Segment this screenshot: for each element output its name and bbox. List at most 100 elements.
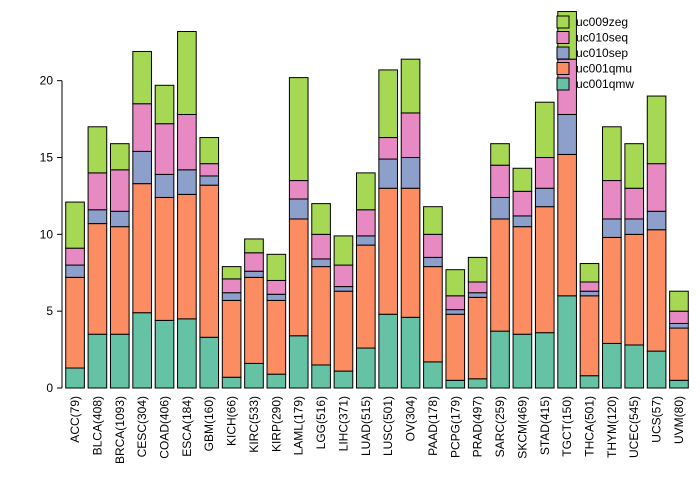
bar-segment-uc001qmw-LUAD(515): [356, 347, 376, 389]
bar-segment-uc001qmu-PCPG(179): [445, 313, 466, 381]
bar-segment-uc010sep-UVM(80): [669, 322, 689, 329]
bar-segment-uc010seq-UCS(57): [646, 163, 667, 212]
x-axis-label: PRAD(497): [471, 396, 485, 457]
x-axis-label: PAAD(178): [426, 396, 440, 456]
bar-segment-uc010seq-LUSC(501): [378, 137, 398, 160]
bar-segment-uc010sep-KICH(66): [221, 292, 242, 301]
x-axis-label: BLCA(408): [90, 396, 104, 455]
legend-swatch-uc001qmw: [556, 77, 570, 91]
bar-segment-uc009zeg-LGG(516): [311, 203, 331, 235]
bar-segment-uc010sep-ESCA(184): [177, 169, 197, 195]
bar-segment-uc001qmu-COAD(406): [154, 196, 175, 321]
y-axis-tick-label: 15: [40, 151, 54, 165]
bar-segment-uc010sep-SARC(259): [490, 196, 510, 220]
bar-segment-uc009zeg-UCEC(545): [624, 143, 645, 189]
bar-segment-uc009zeg-ACC(79): [65, 201, 85, 249]
bar-segment-uc001qmu-LIHC(371): [333, 290, 354, 372]
bar-segment-uc001qmw-SKCM(469): [512, 333, 533, 389]
bar-segment-uc001qmw-LIHC(371): [333, 370, 354, 389]
bar-segment-uc010sep-KIRP(290): [266, 293, 287, 301]
bar-segment-uc001qmw-OV(304): [400, 316, 421, 389]
bar-segment-uc001qmw-COAD(406): [154, 319, 175, 389]
bar-segment-uc010sep-STAD(415): [534, 187, 555, 208]
bar-segment-uc009zeg-KIRP(290): [266, 253, 287, 281]
bar-segment-uc010seq-OV(304): [400, 112, 421, 159]
bar-segment-uc001qmu-LGG(516): [311, 266, 331, 366]
bar-segment-uc010sep-THYM(120): [602, 218, 622, 238]
bar-segment-uc010seq-PCPG(179): [445, 295, 466, 311]
bar-segment-uc001qmu-THYM(120): [602, 236, 622, 344]
bar-segment-uc001qmw-THYM(120): [602, 342, 622, 389]
x-axis-label: TGCT(150): [560, 396, 574, 457]
bar-segment-uc009zeg-BLCA(408): [87, 126, 108, 174]
bar-segment-uc001qmu-UCS(57): [646, 229, 667, 352]
bar-segment-uc001qmw-PCPG(179): [445, 379, 466, 389]
bar-segment-uc001qmu-SARC(259): [490, 218, 510, 332]
bar-segment-uc001qmu-PRAD(497): [467, 296, 488, 380]
bar-segment-uc010seq-LAML(179): [288, 180, 309, 200]
bar-segment-uc010seq-UCEC(545): [624, 187, 645, 220]
bar-segment-uc001qmu-SKCM(469): [512, 226, 533, 335]
bar-segment-uc001qmw-GBM(160): [199, 336, 220, 389]
x-axis-label: GBM(160): [202, 396, 216, 451]
bar-segment-uc010seq-GBM(160): [199, 163, 220, 177]
bar-segment-uc001qmu-KIRP(290): [266, 299, 287, 375]
bar-segment-uc010seq-THCA(501): [579, 281, 600, 292]
bar-segment-uc010sep-BRCA(1093): [109, 210, 130, 228]
x-axis-label: ACC(79): [68, 396, 82, 443]
legend-swatch-uc001qmu: [556, 62, 570, 75]
bar-segment-uc001qmw-PAAD(178): [423, 361, 443, 389]
bar-segment-uc010seq-PRAD(497): [467, 281, 488, 294]
bar-segment-uc001qmu-ESCA(184): [177, 193, 197, 320]
legend-label-uc010sep: uc010sep: [576, 46, 628, 60]
bar-segment-uc010seq-UVM(80): [669, 310, 689, 324]
bar-segment-uc001qmw-UVM(80): [669, 379, 689, 389]
bar-segment-uc010sep-PRAD(497): [467, 292, 488, 298]
bar-segment-uc010seq-LGG(516): [311, 233, 331, 260]
bar-segment-uc001qmw-SARC(259): [490, 330, 510, 389]
bar-segment-uc010sep-LGG(516): [311, 258, 331, 268]
bar-segment-uc010seq-ACC(79): [65, 247, 85, 266]
bar-segment-uc010sep-THCA(501): [579, 290, 600, 297]
bar-segment-uc001qmw-ESCA(184): [177, 318, 197, 389]
x-axis-label: COAD(406): [158, 396, 172, 459]
x-axis-label: BRCA(1093): [113, 396, 127, 464]
bar-segment-uc009zeg-KICH(66): [221, 266, 242, 280]
bar-segment-uc009zeg-PAAD(178): [423, 206, 443, 235]
x-axis-label: KIRC(533): [247, 396, 261, 453]
bar-segment-uc001qmw-THCA(501): [579, 375, 600, 389]
bar-segment-uc010sep-COAD(406): [154, 173, 175, 198]
x-axis-label: UCS(57): [650, 396, 664, 443]
bar-segment-uc010seq-STAD(415): [534, 157, 555, 189]
bar-segment-uc009zeg-UCS(57): [646, 95, 667, 165]
bar-segment-uc010seq-BRCA(1093): [109, 169, 130, 212]
bar-segment-uc009zeg-OV(304): [400, 58, 421, 114]
x-axis-label: STAD(415): [538, 396, 552, 455]
bar-segment-uc010seq-KICH(66): [221, 278, 242, 294]
bar-segment-uc009zeg-PCPG(179): [445, 269, 466, 297]
bar-segment-uc001qmu-TGCT(150): [557, 153, 577, 297]
bar-segment-uc010sep-LUAD(515): [356, 235, 376, 246]
bar-segment-uc010seq-KIRC(533): [244, 252, 264, 272]
bar-segment-uc009zeg-LUAD(515): [356, 172, 376, 211]
bar-segment-uc001qmu-KIRC(533): [244, 276, 264, 364]
bar-segment-uc001qmu-PAAD(178): [423, 266, 443, 363]
bar-segment-uc010sep-UCS(57): [646, 210, 667, 231]
bar-segment-uc001qmu-LUSC(501): [378, 187, 398, 315]
bar-segment-uc010sep-ACC(79): [65, 264, 85, 278]
bar-segment-uc001qmw-KIRP(290): [266, 373, 287, 389]
x-axis-label: THCA(501): [582, 396, 596, 457]
bar-segment-uc010sep-KIRC(533): [244, 270, 264, 278]
x-axis-label: LUAD(515): [359, 396, 373, 456]
legend-label-uc010seq: uc010seq: [576, 31, 628, 45]
bar-segment-uc001qmu-LAML(179): [288, 218, 309, 337]
bar-segment-uc010seq-COAD(406): [154, 123, 175, 175]
legend-swatch-uc010sep: [556, 46, 570, 60]
legend-swatch-uc010seq: [556, 31, 570, 44]
bar-segment-uc010seq-CESC(304): [132, 103, 152, 152]
bar-segment-uc010seq-SKCM(469): [512, 190, 533, 217]
bar-segment-uc001qmu-KICH(66): [221, 299, 242, 378]
bar-segment-uc009zeg-LIHC(371): [333, 235, 354, 266]
x-axis-label: KICH(66): [225, 396, 239, 446]
